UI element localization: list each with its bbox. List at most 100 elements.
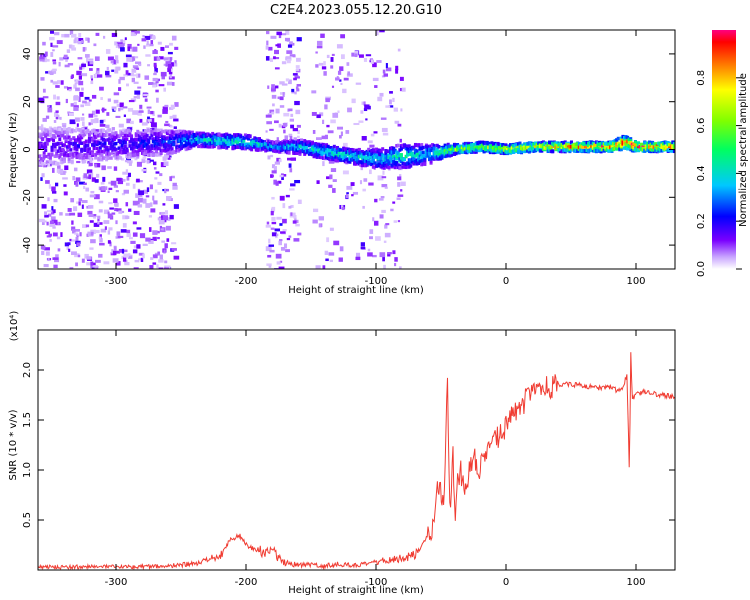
- spectrogram-noise-cell: [266, 121, 273, 125]
- spectrogram-noise-cell: [110, 180, 117, 186]
- spectrogram-band-cell: [374, 149, 378, 153]
- spectrogram-band-cell: [520, 149, 524, 154]
- spectrogram-band-cell: [38, 142, 41, 146]
- spectrogram-band-cell: [169, 145, 173, 149]
- spectrogram-band-cell: [53, 144, 57, 149]
- spectrogram-noise-cell: [95, 109, 100, 114]
- colorbar-ticks: 0.00.20.40.60.8: [696, 70, 742, 277]
- spectrogram-band-cell: [633, 147, 637, 151]
- spectrogram-band-cell: [407, 149, 411, 154]
- spectrogram-band-cell: [215, 132, 219, 137]
- spectrogram-band-cell: [97, 133, 101, 138]
- spectrogram-band-cell: [156, 136, 160, 141]
- spectrogram-band-cell: [103, 138, 107, 142]
- spectrogram-band-cell: [385, 158, 389, 162]
- spectrogram-band-cell: [649, 142, 653, 147]
- spectrogram-noise-cell: [141, 169, 147, 172]
- spectrogram-band-cell: [243, 133, 247, 137]
- spectrogram-band-cell: [395, 144, 399, 148]
- spectrogram-noise-cell: [116, 250, 121, 254]
- spectrogram-band-cell: [477, 140, 481, 145]
- spectrogram-band-cell: [321, 149, 325, 153]
- spectrogram-noise-cell: [85, 37, 90, 41]
- spectrogram-band-cell: [116, 155, 119, 160]
- spectrogram-noise-cell: [118, 79, 121, 84]
- spectrogram-band-cell: [516, 145, 520, 149]
- spectrogram-noise-cell: [393, 107, 398, 112]
- spectrogram-noise-cell: [116, 261, 121, 266]
- spectrogram-band-cell: [151, 137, 155, 141]
- spectrogram-noise-cell: [81, 40, 85, 44]
- spectrogram-noise-cell: [271, 196, 275, 200]
- spectrogram-noise-cell: [97, 215, 101, 220]
- spectrogram-noise-cell: [167, 217, 171, 222]
- spectrogram-band-cell: [295, 142, 299, 147]
- spectrogram-band-cell: [92, 142, 96, 147]
- spectrogram-band-cell: [131, 147, 135, 151]
- spectrogram-band-cell: [482, 146, 486, 151]
- spectrogram-noise-cell: [277, 43, 281, 48]
- spectrogram-band-cell: [502, 151, 506, 155]
- spectrogram-band-cell: [161, 148, 165, 153]
- spectrogram-band-cell: [406, 147, 410, 151]
- spectrogram-band-cell: [353, 158, 357, 163]
- spectrogram-band-cell: [376, 156, 380, 160]
- spectrogram-band-cell: [360, 163, 364, 168]
- spectrogram-band-cell: [502, 148, 506, 152]
- spectrogram-noise-cell: [146, 159, 150, 164]
- spectrogram-band-cell: [91, 151, 95, 156]
- spectrogram-noise-cell: [332, 179, 337, 182]
- spectrogram-band-cell: [128, 144, 132, 148]
- spectrogram-band-cell: [290, 139, 294, 143]
- spectrogram-band-cell: [488, 146, 492, 151]
- spectrogram-band-cell: [83, 132, 87, 137]
- snr-marks: [38, 352, 675, 570]
- spectrogram-noise-cell: [55, 85, 60, 88]
- spectrogram-band-cell: [130, 139, 134, 143]
- spectrogram-band-cell: [350, 149, 353, 154]
- spectrogram-noise-cell: [94, 129, 100, 133]
- spectrogram-noise-cell: [354, 50, 359, 56]
- spectrogram-noise-cell: [42, 117, 47, 122]
- spectrogram-band-cell: [206, 137, 210, 142]
- spectrogram-band-cell: [392, 161, 396, 166]
- spectrogram-band-cell: [451, 152, 455, 156]
- spectrogram-noise-cell: [99, 238, 103, 243]
- spectrogram-noise-cell: [56, 40, 63, 45]
- spectrogram-band-cell: [658, 148, 662, 152]
- spectrogram-noise-cell: [51, 69, 57, 74]
- spectrogram-band-cell: [214, 133, 218, 138]
- spectrogram-band-cell: [516, 147, 520, 152]
- spectrogram-band-cell: [187, 130, 191, 134]
- spectrogram-band-cell: [452, 144, 456, 149]
- spectrogram-noise-cell: [143, 93, 149, 97]
- spectrogram-band-cell: [345, 160, 349, 165]
- spectrogram-band-cell: [292, 151, 296, 155]
- spectrogram-band-cell: [100, 136, 104, 140]
- spectrogram-band-cell: [298, 152, 302, 156]
- spectrogram-band-cell: [303, 147, 307, 152]
- spectrogram-band-cell: [359, 163, 363, 167]
- spectrogram-band-cell: [573, 143, 577, 148]
- spectrogram-noise-cell: [91, 214, 97, 218]
- spectrogram-band-cell: [80, 141, 84, 145]
- spectrogram-noise-cell: [86, 262, 92, 266]
- spectrogram-band-cell: [534, 141, 538, 145]
- spectrogram-band-cell: [576, 142, 580, 146]
- spectrogram-band-cell: [272, 148, 275, 152]
- spectrogram-noise-cell: [172, 63, 178, 67]
- spectrogram-noise-cell: [131, 77, 135, 83]
- spectrogram-band-cell: [423, 162, 427, 166]
- spectrogram-noise-cell: [57, 132, 62, 138]
- spectrogram-noise-cell: [297, 129, 300, 135]
- spectrogram-band-cell: [97, 141, 101, 145]
- spectrogram-noise-cell: [312, 219, 318, 224]
- spectrogram-noise-cell: [385, 63, 388, 68]
- spectrogram-band-cell: [158, 143, 162, 147]
- spectrogram-band-cell: [145, 150, 149, 154]
- spectrogram-noise-cell: [337, 110, 340, 113]
- spectrogram-band-cell: [61, 157, 65, 161]
- spectrogram-noise-cell: [273, 179, 277, 185]
- spectrogram-noise-cell: [49, 36, 55, 41]
- spectrogram-noise-cell: [160, 211, 167, 215]
